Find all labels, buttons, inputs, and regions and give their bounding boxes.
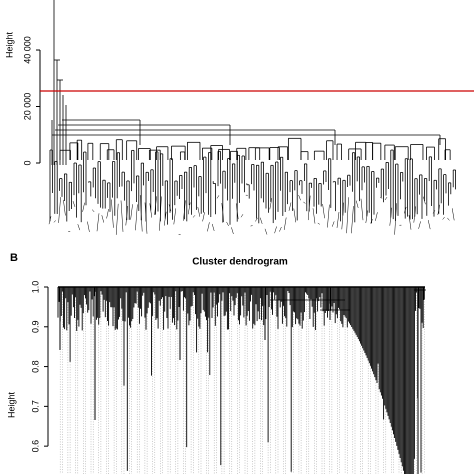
panel-label: B [10,252,18,264]
branch [211,223,215,231]
y-axis-label: Height [4,31,14,58]
y-tick-label: 0.7 [30,400,40,413]
branch [207,222,210,232]
branch [432,210,436,214]
branch [336,211,340,228]
y-tick-label: 0.6 [30,440,40,453]
y-tick-label: 40 000 [22,36,32,64]
branch [82,202,85,212]
branch [375,212,378,221]
branch [341,202,345,230]
branch [380,197,383,199]
branch [250,225,253,227]
branch [173,208,177,225]
y-tick-label: 0.9 [30,321,40,334]
branch [322,203,325,219]
branch [87,221,90,233]
branch [384,196,388,201]
branch [351,206,354,234]
branch [389,207,393,226]
branch [154,196,157,215]
branch [221,203,225,223]
branch [125,205,129,226]
branch [365,210,369,224]
branch [226,221,229,227]
branch [288,202,292,211]
branch [163,211,167,226]
branch [48,216,52,225]
branch [355,200,359,208]
branch [403,206,407,214]
branch [183,200,186,221]
branch [130,204,133,220]
branch [423,196,426,205]
branch [317,222,320,225]
branch [418,221,421,229]
branch [92,209,95,213]
branch [72,201,76,207]
branch [197,206,201,217]
branch [77,224,81,231]
branch [269,198,273,210]
branch [279,226,282,232]
branch [111,199,114,228]
branch [115,203,119,235]
branch [293,208,297,223]
branch [216,195,220,199]
branch [63,199,66,216]
branch [312,208,316,224]
branch [437,204,441,216]
branch [231,227,234,235]
branch [106,208,109,219]
branch [331,221,335,227]
branch [202,212,205,222]
branch [442,216,445,220]
branch [259,217,263,224]
branch [327,204,330,228]
branch [168,204,172,212]
branch [274,226,277,234]
branch [144,202,148,234]
branch [427,220,431,230]
branch [101,215,105,223]
branch [135,204,138,231]
branch [283,217,287,230]
branch [96,213,100,232]
branch [451,208,455,221]
branch [192,215,196,218]
branch [360,198,364,221]
branch [139,195,143,232]
branch [346,197,349,234]
branch [298,194,301,201]
decoration [48,0,457,474]
branch [159,196,162,231]
branch [447,217,450,221]
y-tick-label: 20 000 [22,93,32,121]
branch [120,200,124,232]
branch [303,201,306,204]
branch [235,203,239,220]
branch [53,220,56,223]
branch [187,202,191,215]
branch [408,214,412,230]
y-tick-label: 0 [22,160,32,165]
branch [240,214,244,218]
branch [255,217,258,222]
branch [413,206,417,223]
branch [149,203,153,218]
branch [58,197,61,223]
branch [307,195,311,221]
y-axis-label: Height [6,391,16,418]
y-tick-label: 0.8 [30,360,40,373]
y-tick-label: 1.0 [30,281,40,294]
branch [264,228,268,235]
branch [370,219,373,224]
chart-title: Cluster dendrogram [192,257,288,268]
branch [394,203,397,235]
